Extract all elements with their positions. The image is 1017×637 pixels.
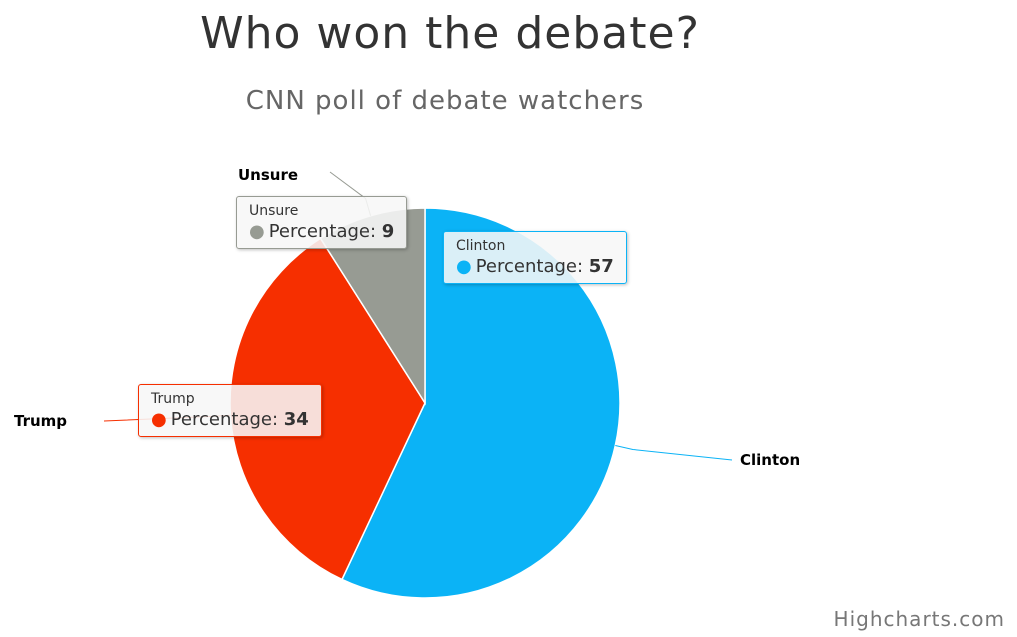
tooltip-clinton-value: 57 [588,256,614,277]
tooltip-trump-series: Percentage [170,409,272,430]
tooltip-unsure-value: 9 [381,221,395,242]
tooltip-clinton-series: Percentage [475,256,577,277]
connector-clinton [615,445,733,461]
tooltip-trump-value: 34 [283,409,309,430]
tooltip-unsure-series: Percentage [268,221,370,242]
tooltip-unsure-dot-icon: ● [249,221,265,242]
tooltip-trump: Trump ● Percentage: 34 [138,384,322,437]
tooltip-unsure-name: Unsure [249,203,299,219]
tooltip-unsure: Unsure ● Percentage: 9 [236,196,408,249]
tooltip-clinton-name: Clinton [456,238,506,254]
chart-subtitle: CNN poll of debate watchers [245,86,645,116]
data-label-clinton: Clinton [740,451,800,469]
tooltip-clinton-dot-icon: ● [456,256,472,277]
tooltip-trump-name: Trump [151,391,195,407]
tooltip-trump-dot-icon: ● [151,409,167,430]
data-label-trump: Trump [14,412,67,430]
credits-link[interactable]: Highcharts.com [833,607,1005,631]
data-label-unsure: Unsure [238,166,298,184]
tooltip-clinton: Clinton ● Percentage: 57 [443,231,627,284]
chart-title: Who won the debate? [200,8,700,59]
